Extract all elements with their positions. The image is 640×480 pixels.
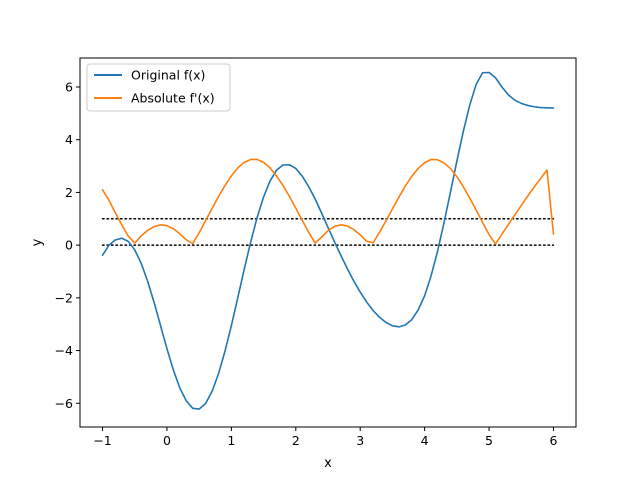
legend: Original f(x) Absolute f'(x): [86, 63, 231, 112]
series-line-derivative: [101, 158, 555, 245]
legend-label-original: Original f(x): [131, 68, 205, 83]
x-tick-label: 3: [356, 433, 364, 448]
x-axis-label: x: [324, 456, 332, 471]
series-lines: [101, 71, 555, 410]
y-tick-label: 6: [65, 79, 73, 94]
x-axis-ticks: −1 0 1 2 3 4 5 6: [93, 427, 557, 448]
x-tick-label: 1: [227, 433, 235, 448]
x-tick-label: 5: [485, 433, 493, 448]
x-tick-label: 2: [292, 433, 300, 448]
series-line-original: [101, 71, 555, 410]
y-tick-label: 4: [65, 132, 73, 147]
x-tick-label: 6: [549, 433, 557, 448]
y-tick-label: −2: [55, 290, 73, 305]
y-axis-ticks: −6 −4 −2 0 2 4 6: [55, 79, 80, 411]
y-tick-label: −4: [55, 343, 73, 358]
plot-area: [80, 58, 576, 427]
reference-lines: [101, 218, 555, 246]
x-tick-label: −1: [93, 433, 111, 448]
legend-box: [86, 63, 231, 112]
y-axis-label: y: [30, 238, 45, 246]
legend-label-derivative: Absolute f'(x): [131, 91, 215, 106]
y-tick-label: −6: [55, 396, 73, 411]
y-tick-label: 2: [65, 185, 73, 200]
y-tick-label: 0: [65, 238, 73, 253]
x-tick-label: 0: [163, 433, 171, 448]
plot-frame: [79, 57, 577, 428]
x-tick-label: 4: [421, 433, 429, 448]
